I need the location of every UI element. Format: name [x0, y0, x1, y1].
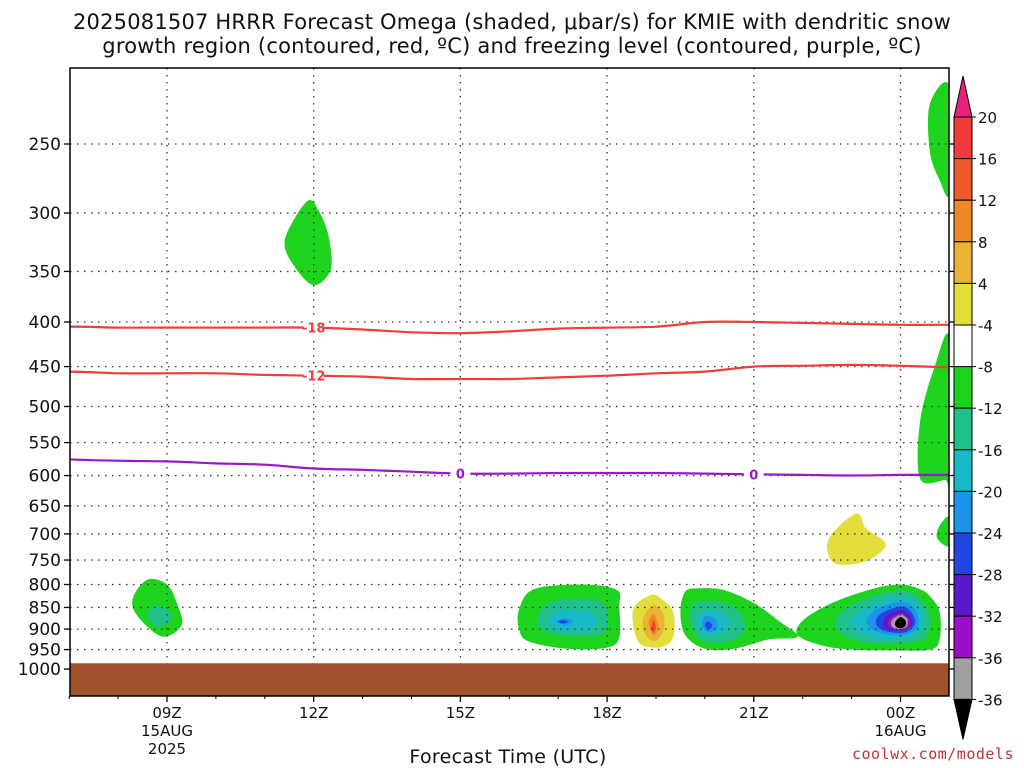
y-tick-label-850: 850	[29, 598, 61, 618]
contour-label-2-0: 0	[456, 468, 465, 483]
colorbar-label-8: -16	[978, 442, 1003, 460]
x-tick-label-21Z: 21Z	[739, 704, 768, 722]
omega-region-30	[895, 617, 906, 629]
colorbar-box-0	[953, 116, 973, 160]
colorbar-label-12: -32	[978, 608, 1003, 626]
contour-label-bg-2-1	[743, 466, 764, 483]
contour-label-bg-2-0	[450, 465, 471, 482]
colorbar-box-4	[953, 282, 973, 326]
omega-region-4	[826, 513, 886, 565]
colorbar-box-9	[953, 490, 973, 534]
omega-shading	[132, 81, 949, 651]
colorbar-label-0: 20	[978, 109, 997, 127]
colorbar-label-13: -36	[978, 650, 1003, 668]
x-axis-label: Forecast Time (UTC)	[409, 746, 607, 768]
temperature-contours: -18 -12 0 0	[70, 319, 949, 483]
y-tick-label-300: 300	[29, 204, 61, 224]
omega-region-6	[147, 605, 173, 628]
pressure-axis: 2503003504004505005506006507007508008509…	[18, 135, 954, 680]
colorbar-label-3: 8	[978, 234, 988, 252]
omega-region-3	[936, 516, 949, 547]
below-ground-fill	[70, 663, 949, 696]
y-tick-label-750: 750	[29, 551, 61, 571]
colorbar-label-10: -24	[978, 525, 1003, 543]
y-tick-label-800: 800	[29, 575, 61, 595]
colorbar-box-11	[953, 574, 973, 617]
y-tick-label-600: 600	[29, 467, 61, 487]
colorbar-label-4: 4	[978, 275, 988, 293]
contour-line-2	[70, 458, 949, 477]
contour-label-0-0: -18	[302, 322, 326, 337]
colorbar-label-5: -4	[978, 317, 993, 335]
colorbar-label-last: -36	[978, 691, 1003, 709]
colorbar-top-arrow	[953, 75, 973, 118]
colorbar-box-10	[953, 532, 973, 576]
y-tick-label-250: 250	[29, 135, 61, 155]
contour-label-2-1: 0	[749, 468, 758, 483]
colorbar-label-1: 16	[978, 151, 997, 169]
plot-area	[70, 68, 949, 696]
x-tick-date-09Z: 15AUG	[141, 722, 193, 740]
omega-region-21	[704, 621, 713, 630]
y-tick-label-1000: 1000	[18, 660, 61, 680]
x-tick-date-00Z: 16AUG	[875, 722, 927, 740]
x-tick-label-00Z: 00Z	[886, 704, 915, 722]
omega-region-16	[652, 622, 655, 632]
y-tick-label-650: 650	[29, 497, 61, 517]
colorbar-label-2: 12	[978, 192, 997, 210]
grid	[70, 68, 949, 664]
y-tick-label-450: 450	[29, 358, 61, 378]
x-tick-label-12Z: 12Z	[299, 704, 328, 722]
credit-link[interactable]: coolwx.com/models	[851, 745, 1014, 763]
omega-colorbar: 20 16 12 8 4 -4 -8 -12 -16 -20 -24 -28 -32 -36 -36	[953, 75, 1003, 740]
colorbar-box-1	[953, 158, 973, 201]
omega-region-2	[917, 333, 949, 488]
x-tick-label-18Z: 18Z	[592, 704, 621, 722]
contour-label-bg-1-0	[303, 367, 324, 384]
colorbar-box-6	[953, 366, 973, 409]
contour-line-0	[70, 320, 949, 335]
y-tick-label-400: 400	[29, 313, 61, 333]
ground-surface	[70, 663, 949, 696]
x-tick-label-15Z: 15Z	[446, 704, 475, 722]
omega-region-0	[927, 81, 949, 197]
colorbar-box-13	[953, 657, 973, 700]
y-tick-label-500: 500	[29, 397, 61, 417]
y-tick-label-900: 900	[29, 620, 61, 640]
colorbar-label-9: -20	[978, 483, 1003, 501]
colorbar-bottom-arrow	[953, 698, 973, 740]
colorbar-label-6: -8	[978, 359, 993, 377]
chart-title-line-2: growth region (contoured, red, ºC) and f…	[102, 34, 922, 58]
x-tick-year-09Z: 2025	[148, 740, 186, 758]
colorbar-label-7: -12	[978, 400, 1003, 418]
contour-label-bg-0-0	[303, 319, 324, 336]
omega-region-1	[284, 199, 332, 286]
y-tick-label-350: 350	[29, 262, 61, 282]
colorbar-box-5	[953, 324, 973, 368]
contour-label-1-0: -12	[302, 370, 326, 385]
colorbar-box-3	[953, 241, 973, 284]
colorbar-box-12	[953, 615, 973, 659]
plot-background	[70, 68, 949, 696]
chart-title-line-1: 2025081507 HRRR Forecast Omega (shaded, …	[72, 10, 952, 34]
colorbar-box-2	[953, 199, 973, 243]
x-tick-label-09Z: 09Z	[152, 704, 181, 722]
y-tick-label-950: 950	[29, 641, 61, 661]
omega-region-11	[558, 620, 568, 624]
contour-line-1	[70, 363, 949, 381]
colorbar-box-8	[953, 449, 973, 492]
colorbar-label-11: -28	[978, 567, 1003, 585]
colorbar-box-7	[953, 407, 973, 451]
y-tick-label-700: 700	[29, 525, 61, 545]
omega-region-9	[548, 610, 598, 632]
y-tick-label-550: 550	[29, 434, 61, 454]
